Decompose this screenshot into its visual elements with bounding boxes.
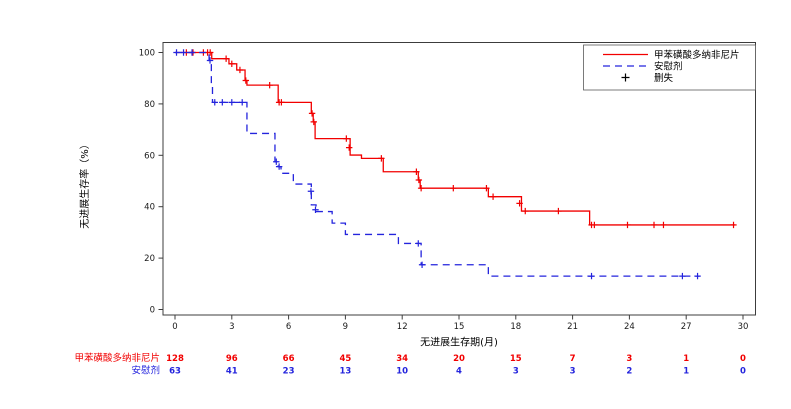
x-tick-label: 6 xyxy=(286,322,291,332)
x-axis-ticks: 0 3 6 9 12 15 18 21 24 27 30 xyxy=(172,315,748,332)
y-tick-label: 20 xyxy=(144,254,155,264)
y-tick-label: 40 xyxy=(144,203,155,213)
y-tick-label: 80 xyxy=(144,100,155,110)
survival-curve-placebo xyxy=(175,51,700,277)
risk-row-label-placebo: 安慰剂 xyxy=(131,365,160,377)
risk-count: 3 xyxy=(626,354,632,364)
risk-table-numbers: 128 96 66 45 34 20 15 7 3 1 063 41 23 13 10 4 3 3 2 1 0 xyxy=(166,354,746,377)
y-axis-ticks: 0 20 40 60 80 100 xyxy=(139,49,163,316)
x-tick-label: 21 xyxy=(567,322,578,332)
risk-count: 20 xyxy=(453,354,465,364)
survival-curve-donafenib xyxy=(175,51,736,226)
y-tick-label: 100 xyxy=(139,49,155,59)
risk-count: 41 xyxy=(226,367,238,377)
y-tick-label: 60 xyxy=(144,151,155,161)
risk-count: 45 xyxy=(339,354,351,364)
risk-count: 4 xyxy=(456,367,462,377)
risk-count: 34 xyxy=(396,354,408,364)
risk-count: 23 xyxy=(283,367,295,377)
x-tick-label: 12 xyxy=(397,322,408,332)
risk-count: 10 xyxy=(396,367,408,377)
survival-curves xyxy=(173,49,737,280)
x-axis-title: 无进展生存期(月) xyxy=(420,336,498,349)
risk-count: 13 xyxy=(339,367,351,377)
x-tick-label: 27 xyxy=(681,322,692,332)
legend-censor-plus-icon xyxy=(621,73,630,82)
x-tick-label: 0 xyxy=(172,322,177,332)
x-tick-label: 30 xyxy=(738,322,749,332)
risk-row-label-donafenib: 甲苯磺酸多纳非尼片 xyxy=(74,352,160,364)
risk-count: 3 xyxy=(513,367,519,377)
legend-label-censored: 删失 xyxy=(654,72,674,84)
x-tick-label: 18 xyxy=(510,322,521,332)
risk-count: 128 xyxy=(166,354,184,364)
y-tick-label: 0 xyxy=(150,306,155,316)
risk-count: 1 xyxy=(683,354,689,364)
x-tick-label: 24 xyxy=(624,322,635,332)
risk-count: 3 xyxy=(570,367,576,377)
legend-box xyxy=(583,44,756,91)
risk-count: 7 xyxy=(570,354,576,364)
x-tick-label: 9 xyxy=(343,322,348,332)
risk-count: 66 xyxy=(283,354,295,364)
risk-count: 0 xyxy=(740,354,746,364)
x-tick-label: 15 xyxy=(454,322,465,332)
risk-count: 1 xyxy=(683,367,689,377)
y-axis-title: 无进展生存率（%） xyxy=(78,139,91,229)
legend: 甲苯磺酸多纳非尼片 安慰剂 删失 xyxy=(583,44,756,91)
censor-marks-placebo xyxy=(173,49,701,280)
risk-count: 15 xyxy=(510,354,522,364)
legend-label-donafenib: 甲苯磺酸多纳非尼片 xyxy=(654,49,740,61)
legend-label-placebo: 安慰剂 xyxy=(654,61,683,73)
x-tick-label: 3 xyxy=(229,322,234,332)
risk-count: 2 xyxy=(626,367,632,377)
risk-count: 63 xyxy=(169,367,181,377)
risk-count: 96 xyxy=(226,354,238,364)
risk-count: 0 xyxy=(740,367,746,377)
